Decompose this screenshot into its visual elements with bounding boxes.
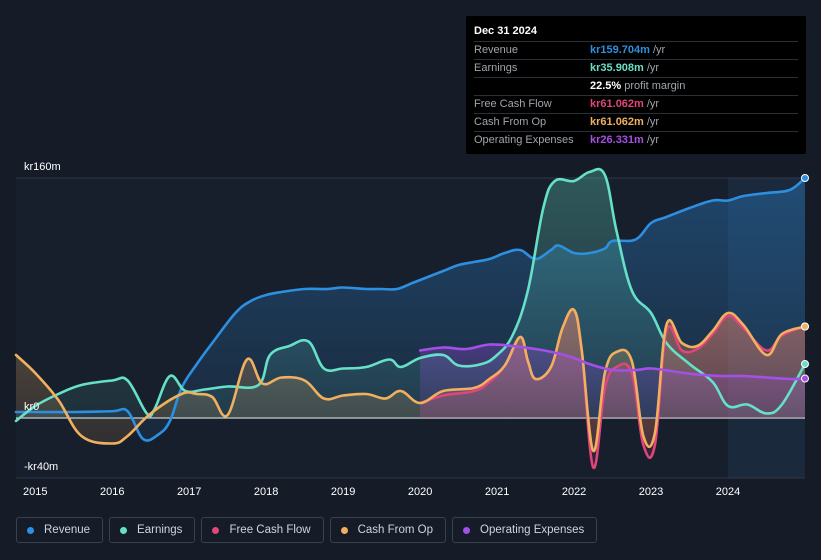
series-end-point-cash-from-op [801,322,809,331]
x-tick-label-2022: 2022 [562,486,586,498]
legend-label: Revenue [44,524,91,536]
legend-dot-icon [212,526,220,534]
tooltip-unit: /yr [646,98,660,110]
legend-dot-icon [120,526,128,534]
tooltip-value: kr35.908m [590,62,644,74]
x-tick-label-2017: 2017 [177,486,201,498]
area-operating-expenses [420,344,805,418]
tooltip-unit: /yr [652,44,666,56]
tooltip-label [474,78,590,95]
tooltip-value: 22.5% [590,80,622,92]
tooltip-unit: /yr [646,134,660,146]
x-tick-label-2019: 2019 [331,486,355,498]
y-tick-label-160: kr160m [24,161,61,173]
legend-label: Operating Expenses [480,524,585,536]
tooltip-unit: /yr [646,116,660,128]
series-line-revenue [14,176,807,442]
y-tick-label-0: kr0 [24,401,39,413]
x-tick-label-2020: 2020 [408,486,432,498]
tooltip-value: kr159.704m [590,44,650,56]
tooltip-label: Operating Expenses [474,134,574,146]
tooltip-row-earnings: Earnings kr35.908m /yr [474,60,798,78]
legend-item-revenue[interactable]: Revenue [16,517,104,543]
tooltip-label: Revenue [474,44,519,56]
legend-dot-icon [340,526,348,534]
x-tick-label-2021: 2021 [485,486,509,498]
legend-label: Cash From Op [357,524,434,536]
tooltip-unit: /yr [646,62,660,74]
tooltip-row-free-cash-flow: Free Cash Flow kr61.062m /yr [474,96,798,114]
tooltip-value: kr61.062m [590,116,644,128]
series-end-point-revenue [801,174,809,182]
series-line-cash-from-op [14,307,807,453]
y-tick-label-minus-40: -kr40m [24,461,58,473]
legend-label: Earnings [137,524,183,536]
tooltip-unit: profit margin [624,80,686,92]
tooltip-row-cash-from-op: Cash From Op kr61.062m /yr [474,114,798,132]
legend: Revenue Earnings Free Cash Flow Cash Fro… [16,517,598,545]
legend-item-earnings[interactable]: Earnings [109,517,196,543]
tooltip-panel: Dec 31 2024 Revenue kr159.704m /yr Earni… [466,16,806,154]
series-end-point-earnings [801,360,809,368]
tooltip-value: kr61.062m [590,98,644,110]
tooltip-row-profit-margin: 22.5% profit margin [474,78,798,96]
x-tick-label-2023: 2023 [639,486,663,498]
legend-label: Free Cash Flow [229,524,311,536]
legend-dot-icon [27,526,34,534]
tooltip-value: kr26.331m [590,134,644,146]
legend-item-cash-from-op[interactable]: Cash From Op [329,517,447,543]
area-earnings [16,169,805,421]
x-tick-label-2015: 2015 [23,486,47,498]
tooltip-label: Cash From Op [474,116,547,128]
tooltip-row-revenue: Revenue kr159.704m /yr [474,42,798,60]
x-tick-label-2018: 2018 [254,486,278,498]
tooltip-date: Dec 31 2024 [474,24,798,42]
tooltip-label: Free Cash Flow [474,98,552,110]
x-tick-label-2024: 2024 [716,486,740,498]
series-end-point-operating-expenses [801,374,809,383]
legend-item-free-cash-flow[interactable]: Free Cash Flow [201,517,324,543]
series-line-operating-expenses [418,343,807,381]
x-tick-label-2016: 2016 [100,486,124,498]
tooltip-label: Earnings [474,62,518,74]
legend-item-operating-expenses[interactable]: Operating Expenses [452,517,598,543]
tooltip-row-operating-expenses: Operating Expenses kr26.331m /yr [474,132,798,149]
legend-dot-icon [463,526,471,534]
